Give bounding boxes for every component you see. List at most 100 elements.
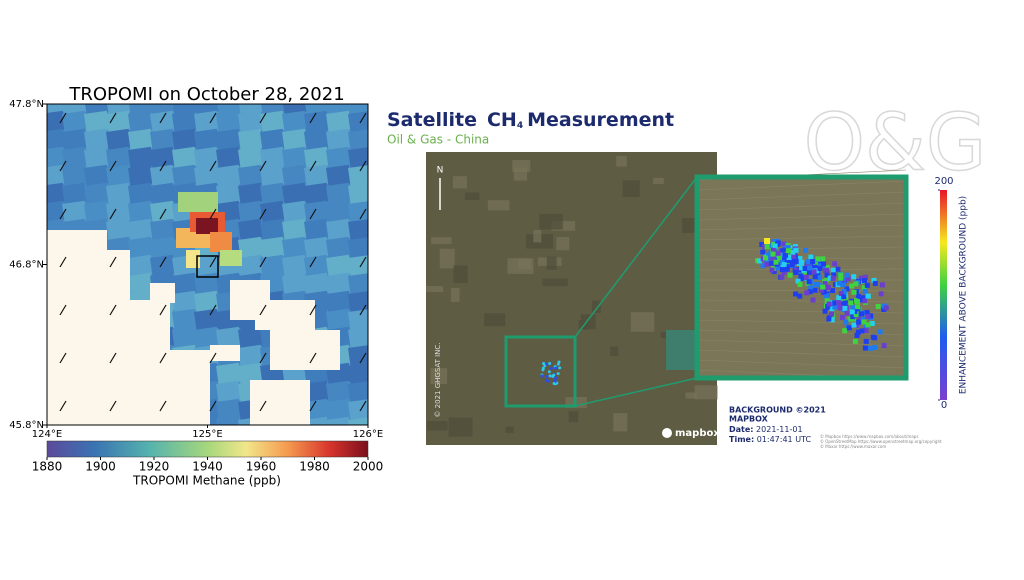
x-tick-label: 124°E — [32, 429, 62, 440]
map-cell — [304, 272, 330, 295]
plume-pixel — [782, 246, 788, 252]
map-cell — [370, 147, 395, 169]
field — [439, 248, 455, 269]
map-cell — [171, 272, 198, 295]
field — [487, 200, 510, 211]
map-cell — [370, 345, 395, 367]
road — [696, 235, 907, 241]
plume-pixel — [818, 287, 824, 293]
plume-pixel — [548, 374, 552, 378]
plume-pixel — [830, 275, 836, 281]
wind-arrow — [109, 304, 117, 316]
plume-pixel — [541, 366, 545, 370]
plume-pixel — [542, 362, 546, 366]
road — [696, 309, 907, 314]
map-cell — [326, 272, 352, 295]
plume-pixel — [860, 295, 866, 301]
plume-pixel — [870, 334, 876, 340]
road — [696, 329, 907, 336]
plume-pixel — [856, 316, 862, 322]
map-cell — [172, 164, 198, 187]
map-cell — [260, 236, 286, 259]
map-cell — [106, 164, 132, 187]
wind-arrow — [359, 112, 367, 124]
map-cell — [304, 380, 330, 403]
map-cell — [127, 110, 154, 133]
field — [430, 368, 448, 385]
plume-pixel — [846, 325, 852, 331]
map-cell — [304, 236, 330, 259]
wind-arrow — [259, 352, 267, 364]
field — [484, 313, 506, 327]
map-cell — [370, 291, 395, 313]
plume-pixel — [759, 241, 765, 247]
field — [591, 300, 601, 314]
plume-pixel — [807, 265, 813, 271]
colorbar — [940, 190, 947, 400]
field — [518, 258, 532, 270]
map-cell — [47, 128, 66, 151]
map-cell — [128, 128, 154, 151]
plume-pixel — [871, 277, 877, 283]
map-cell — [370, 327, 395, 349]
no-data — [210, 345, 240, 361]
plume-pixel — [835, 266, 841, 272]
plume-pixel — [786, 255, 792, 261]
map-cell — [61, 110, 88, 133]
field — [451, 288, 460, 302]
plume-pixel — [796, 267, 802, 273]
plume-pixel — [540, 374, 544, 378]
plume-pixel — [838, 276, 844, 282]
map-cell — [84, 146, 110, 169]
plume-pixel — [836, 300, 842, 306]
plume-pixel — [805, 259, 811, 265]
plume-pixel — [853, 312, 859, 318]
map-cell — [237, 362, 264, 385]
map-cell — [216, 362, 242, 385]
field — [533, 230, 542, 243]
plume-pixel — [556, 362, 560, 366]
plume-pixel — [802, 266, 808, 272]
colorbar-tick-label: 1940 — [192, 460, 223, 474]
field — [551, 221, 576, 231]
map-title: TROPOMI on October 28, 2021 — [68, 84, 344, 105]
plume-pixel — [812, 259, 818, 265]
plume-pixel — [782, 252, 788, 258]
map-cell — [260, 254, 286, 277]
map-cell — [325, 128, 352, 151]
map-cell — [84, 164, 110, 187]
plume-pixel — [855, 329, 861, 335]
field — [512, 159, 531, 173]
colorbar-tick-label: 1980 — [299, 460, 330, 474]
field — [431, 237, 452, 245]
map-cell — [370, 273, 395, 295]
no-data — [255, 300, 315, 330]
map-cell — [172, 290, 198, 313]
map-cell — [238, 104, 264, 115]
plume-pixel — [850, 304, 856, 310]
map-cell — [348, 164, 368, 187]
field — [568, 411, 579, 423]
wind-arrow — [309, 256, 317, 268]
wind-arrow — [359, 352, 367, 364]
plume-pixel — [854, 322, 860, 328]
map-cell — [238, 110, 264, 133]
map-cell — [194, 128, 220, 151]
plume-pixel — [844, 310, 850, 316]
map-cell — [47, 200, 66, 223]
field — [426, 285, 444, 293]
plume-pixel — [779, 248, 785, 254]
map-cell — [282, 236, 308, 259]
map-cell — [370, 255, 395, 277]
map-cell — [282, 128, 308, 151]
map-cell — [84, 200, 110, 223]
plume-pixel — [760, 263, 766, 269]
map-cell — [172, 104, 198, 115]
plume-pixel — [842, 328, 848, 334]
plume-pixel — [878, 291, 884, 297]
map-cell — [106, 128, 132, 151]
map-cell — [62, 200, 88, 223]
plume-pixel — [551, 374, 555, 378]
wind-arrow — [209, 400, 217, 412]
map-cell — [150, 236, 176, 259]
